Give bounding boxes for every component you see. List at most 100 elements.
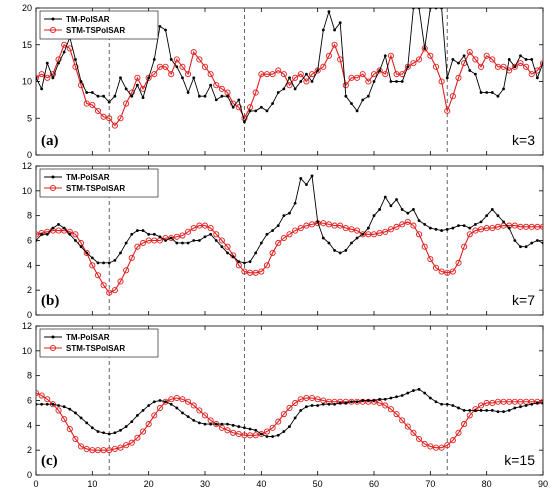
data-point [321,236,325,240]
ytick-label: 0 [27,310,32,320]
data-point [370,231,378,238]
data-point [292,227,299,234]
data-point [168,71,175,78]
data-point [141,229,145,232]
data-point [45,61,49,65]
data-point [535,76,539,80]
data-point [36,390,40,397]
data-point [83,100,90,107]
data-point [399,417,406,424]
data-point [511,222,518,229]
data-point [124,87,128,91]
data-point [147,76,151,80]
data-point [286,82,293,89]
data-point [220,422,224,426]
data-point [507,58,511,61]
data-point [111,287,118,294]
data-point [36,239,38,242]
data-point [164,28,167,32]
data-point [259,241,263,245]
data-point [365,78,372,85]
data-point [333,402,336,406]
data-point [117,115,124,122]
data-point [444,442,451,449]
data-point [254,428,258,432]
xtick-label: 60 [369,479,379,489]
data-point [479,220,483,224]
ytick-label: 6 [27,396,32,406]
data-point [325,221,332,228]
data-point [117,278,124,285]
data-point [145,74,152,81]
data-point [119,251,122,255]
data-point [502,220,505,224]
data-point [299,80,303,83]
data-point [100,113,107,120]
data-point [113,94,117,98]
data-point [220,94,224,98]
data-point [186,415,190,419]
data-point [158,235,162,239]
data-point [417,8,421,10]
data-point [169,58,173,61]
data-point [461,243,468,250]
data-point [461,421,468,428]
data-point [502,87,505,91]
data-point [310,404,314,407]
ytick-label: 8 [27,211,32,221]
data-point [237,260,241,264]
data-point [269,71,276,78]
data-point [173,394,180,402]
data-point [226,94,229,98]
data-point [444,107,451,114]
data-point [393,223,400,230]
data-point [432,264,440,271]
data-point [203,422,207,426]
data-point [254,251,258,255]
data-point [280,411,287,418]
data-point [192,239,196,242]
data-point [258,430,265,438]
data-point [389,80,393,83]
data-point [387,406,394,413]
data-point [44,396,51,403]
data-point [94,272,102,279]
data-point [124,425,128,428]
data-point [457,61,460,65]
data-point [445,402,449,406]
data-point [410,222,417,229]
data-point [276,433,280,437]
data-point [366,94,370,98]
data-point [275,418,282,425]
data-point [62,50,66,54]
data-point [376,229,383,237]
data-point [237,425,241,428]
data-point [535,401,539,405]
data-point [451,58,455,61]
data-point [158,24,162,28]
data-point [241,268,248,275]
data-point [382,402,389,409]
data-point [276,91,280,94]
data-point [280,234,287,242]
ytick-label: 5 [27,113,32,123]
data-point [539,223,543,230]
data-point [416,56,423,63]
data-point [344,401,348,405]
data-point [173,56,180,63]
legend-marker [51,335,55,339]
ytick-label: 6 [27,236,32,246]
panel-label: (c) [41,453,58,469]
data-point [406,391,410,395]
ytick-label: 2 [27,285,32,295]
data-point [74,411,77,415]
data-point [169,402,173,406]
data-point [316,404,320,407]
data-point [139,239,147,247]
data-point [513,65,517,69]
data-point [44,74,51,81]
data-point [528,71,535,78]
data-point [252,432,259,439]
data-point [224,427,231,434]
data-point [376,67,383,74]
